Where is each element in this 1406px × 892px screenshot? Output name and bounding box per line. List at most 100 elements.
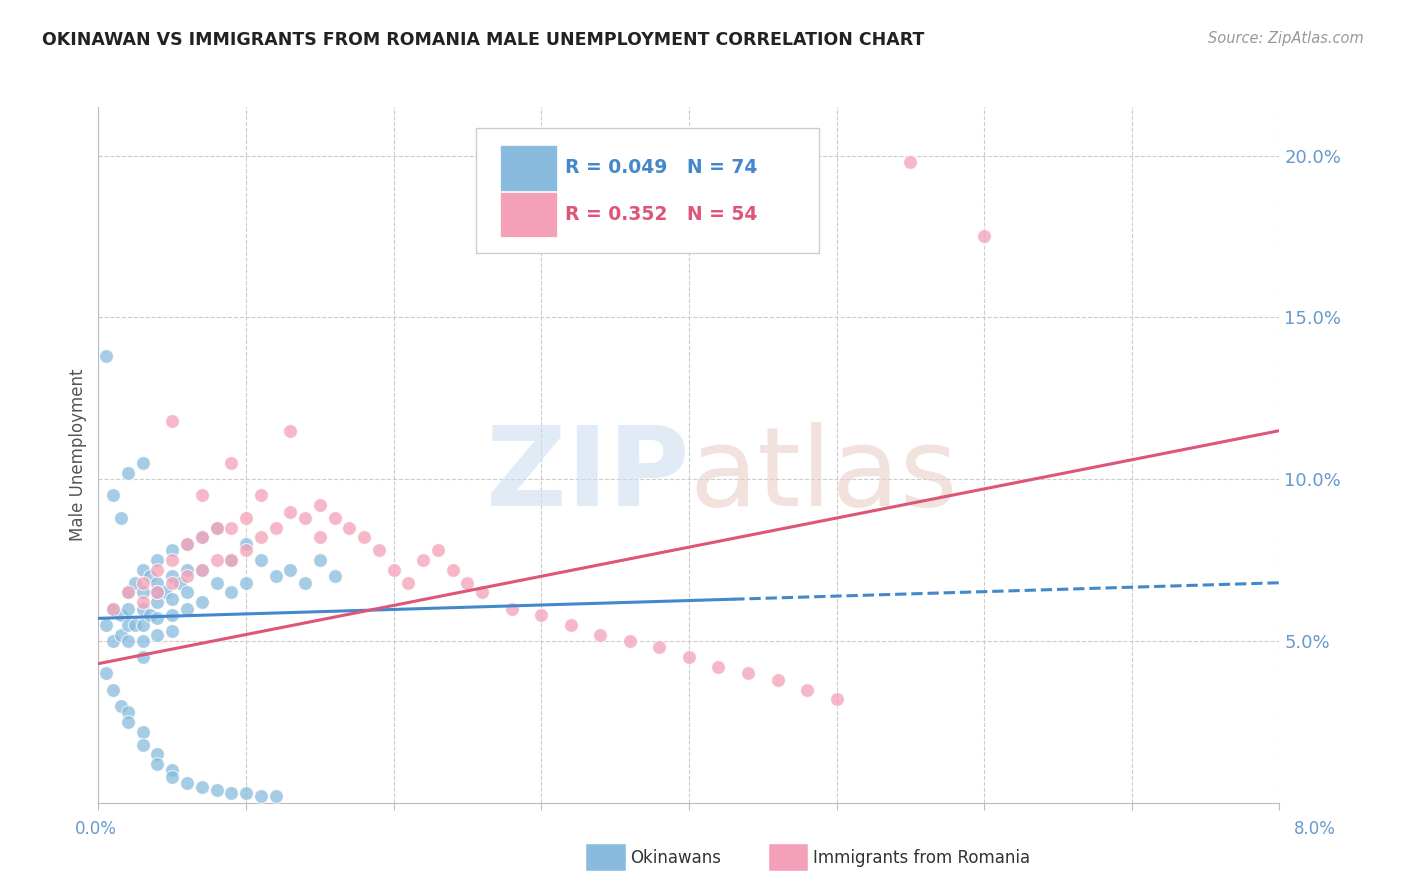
Point	[678, 650, 700, 665]
Text: Immigrants from Romania: Immigrants from Romania	[813, 849, 1029, 867]
Point	[205, 782, 228, 797]
Point	[337, 521, 360, 535]
Point	[589, 627, 612, 641]
Point	[235, 511, 257, 525]
Point	[191, 563, 214, 577]
Point	[796, 682, 818, 697]
Point	[707, 660, 730, 674]
Point	[191, 531, 214, 545]
Point	[219, 585, 242, 599]
Point	[132, 617, 155, 632]
Point	[308, 553, 332, 567]
Point	[530, 608, 553, 623]
Point	[205, 553, 228, 567]
Point	[162, 569, 183, 583]
Point	[117, 585, 139, 599]
Point	[117, 617, 139, 632]
Point	[191, 780, 214, 794]
Point	[235, 537, 257, 551]
Point	[169, 575, 191, 590]
Point	[219, 456, 242, 470]
Point	[132, 585, 155, 599]
Point	[737, 666, 759, 681]
Point	[353, 531, 375, 545]
Point	[412, 553, 434, 567]
Point	[132, 724, 155, 739]
Point	[176, 569, 198, 583]
Text: ZIP: ZIP	[485, 422, 689, 529]
Point	[471, 585, 494, 599]
Point	[132, 650, 155, 665]
Point	[560, 617, 582, 632]
Point	[162, 414, 183, 428]
Text: atlas: atlas	[689, 422, 957, 529]
Point	[132, 456, 155, 470]
Point	[250, 488, 273, 502]
Point	[176, 537, 198, 551]
Point	[219, 553, 242, 567]
Point	[117, 466, 139, 480]
Point	[162, 608, 183, 623]
Point	[264, 569, 287, 583]
Text: Source: ZipAtlas.com: Source: ZipAtlas.com	[1208, 31, 1364, 46]
Text: R = 0.352   N = 54: R = 0.352 N = 54	[565, 204, 758, 224]
Point	[146, 611, 169, 625]
Text: Okinawans: Okinawans	[630, 849, 721, 867]
Point	[132, 563, 155, 577]
Point	[501, 601, 523, 615]
Point	[132, 575, 155, 590]
Point	[103, 601, 125, 615]
Point	[162, 543, 183, 558]
Point	[191, 531, 214, 545]
Point	[396, 575, 419, 590]
Point	[323, 569, 346, 583]
Point	[278, 563, 302, 577]
Point	[162, 624, 183, 639]
Point	[426, 543, 449, 558]
Point	[146, 585, 169, 599]
Point	[176, 537, 198, 551]
FancyBboxPatch shape	[477, 128, 818, 253]
Point	[176, 585, 198, 599]
Point	[117, 601, 139, 615]
Point	[139, 608, 162, 623]
FancyBboxPatch shape	[501, 145, 557, 191]
Point	[153, 585, 176, 599]
Point	[162, 764, 183, 778]
Point	[264, 521, 287, 535]
Point	[278, 424, 302, 438]
Point	[456, 575, 478, 590]
Point	[235, 786, 257, 800]
Point	[973, 229, 995, 244]
Point	[619, 634, 641, 648]
Point	[132, 601, 155, 615]
Point	[103, 634, 125, 648]
Point	[146, 553, 169, 567]
Point	[382, 563, 405, 577]
Point	[117, 714, 139, 729]
Point	[250, 531, 273, 545]
Point	[103, 682, 125, 697]
FancyBboxPatch shape	[501, 192, 557, 237]
Point	[219, 786, 242, 800]
Point	[162, 591, 183, 606]
Point	[117, 705, 139, 719]
Point	[117, 585, 139, 599]
Point	[176, 601, 198, 615]
Point	[235, 575, 257, 590]
Point	[205, 575, 228, 590]
Point	[219, 521, 242, 535]
Point	[124, 617, 146, 632]
Point	[294, 511, 316, 525]
Point	[94, 617, 117, 632]
Point	[191, 595, 214, 609]
Point	[176, 563, 198, 577]
Text: 8.0%: 8.0%	[1294, 820, 1336, 838]
Point	[132, 595, 155, 609]
Point	[367, 543, 389, 558]
Point	[278, 504, 302, 518]
Point	[323, 511, 346, 525]
Point	[205, 521, 228, 535]
Point	[264, 789, 287, 804]
Text: 0.0%: 0.0%	[75, 820, 117, 838]
